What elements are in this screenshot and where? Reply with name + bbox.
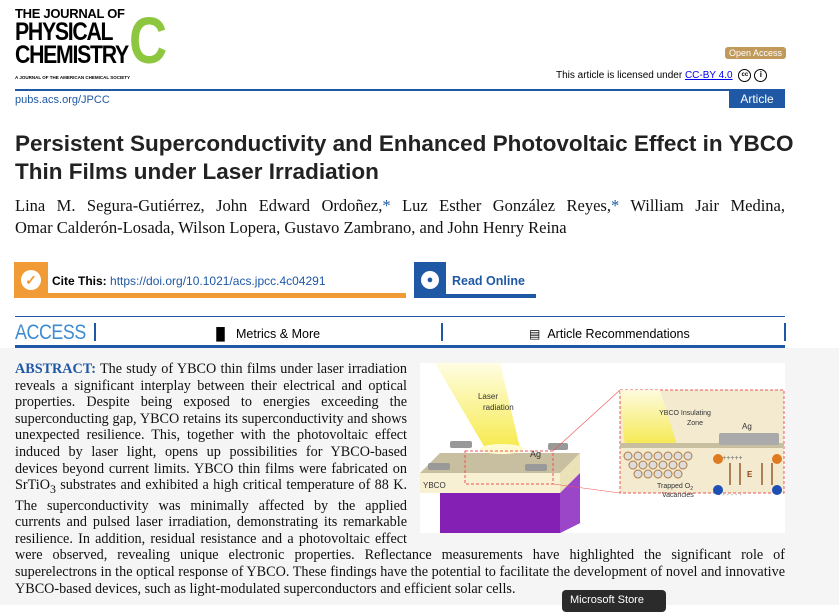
logo-letter: C xyxy=(129,3,168,77)
svg-text:E: E xyxy=(747,470,753,479)
svg-text:YBCO Insulating: YBCO Insulating xyxy=(659,410,711,417)
cite-this-box[interactable]: ✓ Cite This: https://doi.org/10.1021/acs… xyxy=(14,262,406,298)
journal-url[interactable]: pubs.acs.org/JPCC xyxy=(15,94,110,106)
author-line[interactable]: Omar Calderón-Losada, Wilson Lopera, Gus… xyxy=(15,218,567,237)
attribution-icon: i xyxy=(754,69,768,82)
laser-beam xyxy=(435,363,520,448)
svg-text:YBCO: YBCO xyxy=(423,481,446,490)
abstract-text: ABSTRACT: The study of YBCO thin films u… xyxy=(15,361,785,597)
creative-commons-icon: cc xyxy=(738,69,752,82)
license-text: This article is licensed under xyxy=(556,70,685,82)
metrics-button[interactable]: ▐▌ Metrics & More xyxy=(212,327,320,341)
svg-text:Trapped O2: Trapped O2 xyxy=(657,483,693,492)
svg-text:Ag: Ag xyxy=(530,449,541,459)
svg-text:Vacancies: Vacancies xyxy=(662,492,694,499)
logo-text: CHEMISTRY xyxy=(15,41,129,69)
svg-text:Ag: Ag xyxy=(742,422,752,431)
author-line: Lina M. Segura-Gutiérrez, John Edward Or… xyxy=(15,195,785,217)
abstract-part: substrates and exhibited a high critical… xyxy=(15,477,785,597)
journal-logo[interactable]: THE JOURNAL OF PHYSICAL CHEMISTRY A JOUR… xyxy=(15,3,167,82)
article-type-badge: Article xyxy=(729,90,785,108)
read-icon-box: ● xyxy=(414,262,446,298)
substrate xyxy=(440,473,580,533)
globe-icon: ● xyxy=(421,271,439,289)
subscript: 3 xyxy=(49,481,56,496)
cite-icon-box: ✓ xyxy=(14,262,48,298)
logo-text: PHYSICAL xyxy=(15,18,114,46)
abstract-heading: ABSTRACT: xyxy=(15,361,96,377)
recommendations-label: Article Recommendations xyxy=(547,327,690,341)
license-link[interactable]: CC-BY 4.0 xyxy=(684,70,733,82)
svg-text:Zone: Zone xyxy=(687,420,703,427)
license-info: This article is licensed under CC-BY 4.0… xyxy=(556,69,768,82)
header-divider xyxy=(15,89,785,91)
author-names[interactable]: Luz Esther González Reyes, xyxy=(390,196,611,215)
open-access-badge: Open Access xyxy=(725,47,787,59)
access-bottom-rule xyxy=(15,345,785,348)
separator xyxy=(94,323,96,341)
access-label: ACCESS xyxy=(15,321,86,344)
access-divider xyxy=(15,316,785,317)
tooltip: Microsoft Store xyxy=(562,590,666,612)
author-names[interactable]: William Jair Medina, xyxy=(619,196,785,215)
doi-link[interactable]: https://doi.org/10.1021/acs.jpcc.4c04291 xyxy=(110,274,326,288)
logo-text: THE JOURNAL OF xyxy=(15,6,125,21)
corresponding-mark[interactable]: * xyxy=(610,196,620,215)
separator xyxy=(441,323,443,341)
author-list: Lina M. Segura-Gutiérrez, John Edward Or… xyxy=(15,195,785,239)
corresponding-mark[interactable]: * xyxy=(382,196,391,215)
logo-tagline: A JOURNAL OF THE AMERICAN CHEMICAL SOCIE… xyxy=(15,75,131,80)
abstract-part: The study of YBCO thin films under laser… xyxy=(15,361,407,494)
recommendations-button[interactable]: ▤ Article Recommendations xyxy=(529,327,690,341)
bar-chart-icon: ▐▌ xyxy=(212,327,230,341)
read-online-button[interactable]: ● Read Online xyxy=(414,262,536,298)
author-names[interactable]: Lina M. Segura-Gutiérrez, John Edward Or… xyxy=(15,196,383,215)
figure-svg: Laser radiation Ag YBCO YBCO Insulating … xyxy=(420,363,785,533)
separator xyxy=(784,323,786,341)
toc-graphic[interactable]: Laser radiation Ag YBCO YBCO Insulating … xyxy=(420,363,785,533)
metrics-label: Metrics & More xyxy=(236,327,321,341)
check-icon: ✓ xyxy=(21,270,41,290)
svg-text:Laser: Laser xyxy=(478,392,498,401)
article-title: Persistent Superconductivity and Enhance… xyxy=(15,131,794,184)
cite-label: Cite This: xyxy=(52,274,107,288)
newspaper-icon: ▤ xyxy=(529,327,541,341)
read-online-label: Read Online xyxy=(452,274,525,288)
svg-text:++++++: ++++++ xyxy=(718,455,743,462)
svg-text:radiation: radiation xyxy=(483,403,514,412)
svg-text:- - - - - -: - - - - - - xyxy=(718,492,742,499)
